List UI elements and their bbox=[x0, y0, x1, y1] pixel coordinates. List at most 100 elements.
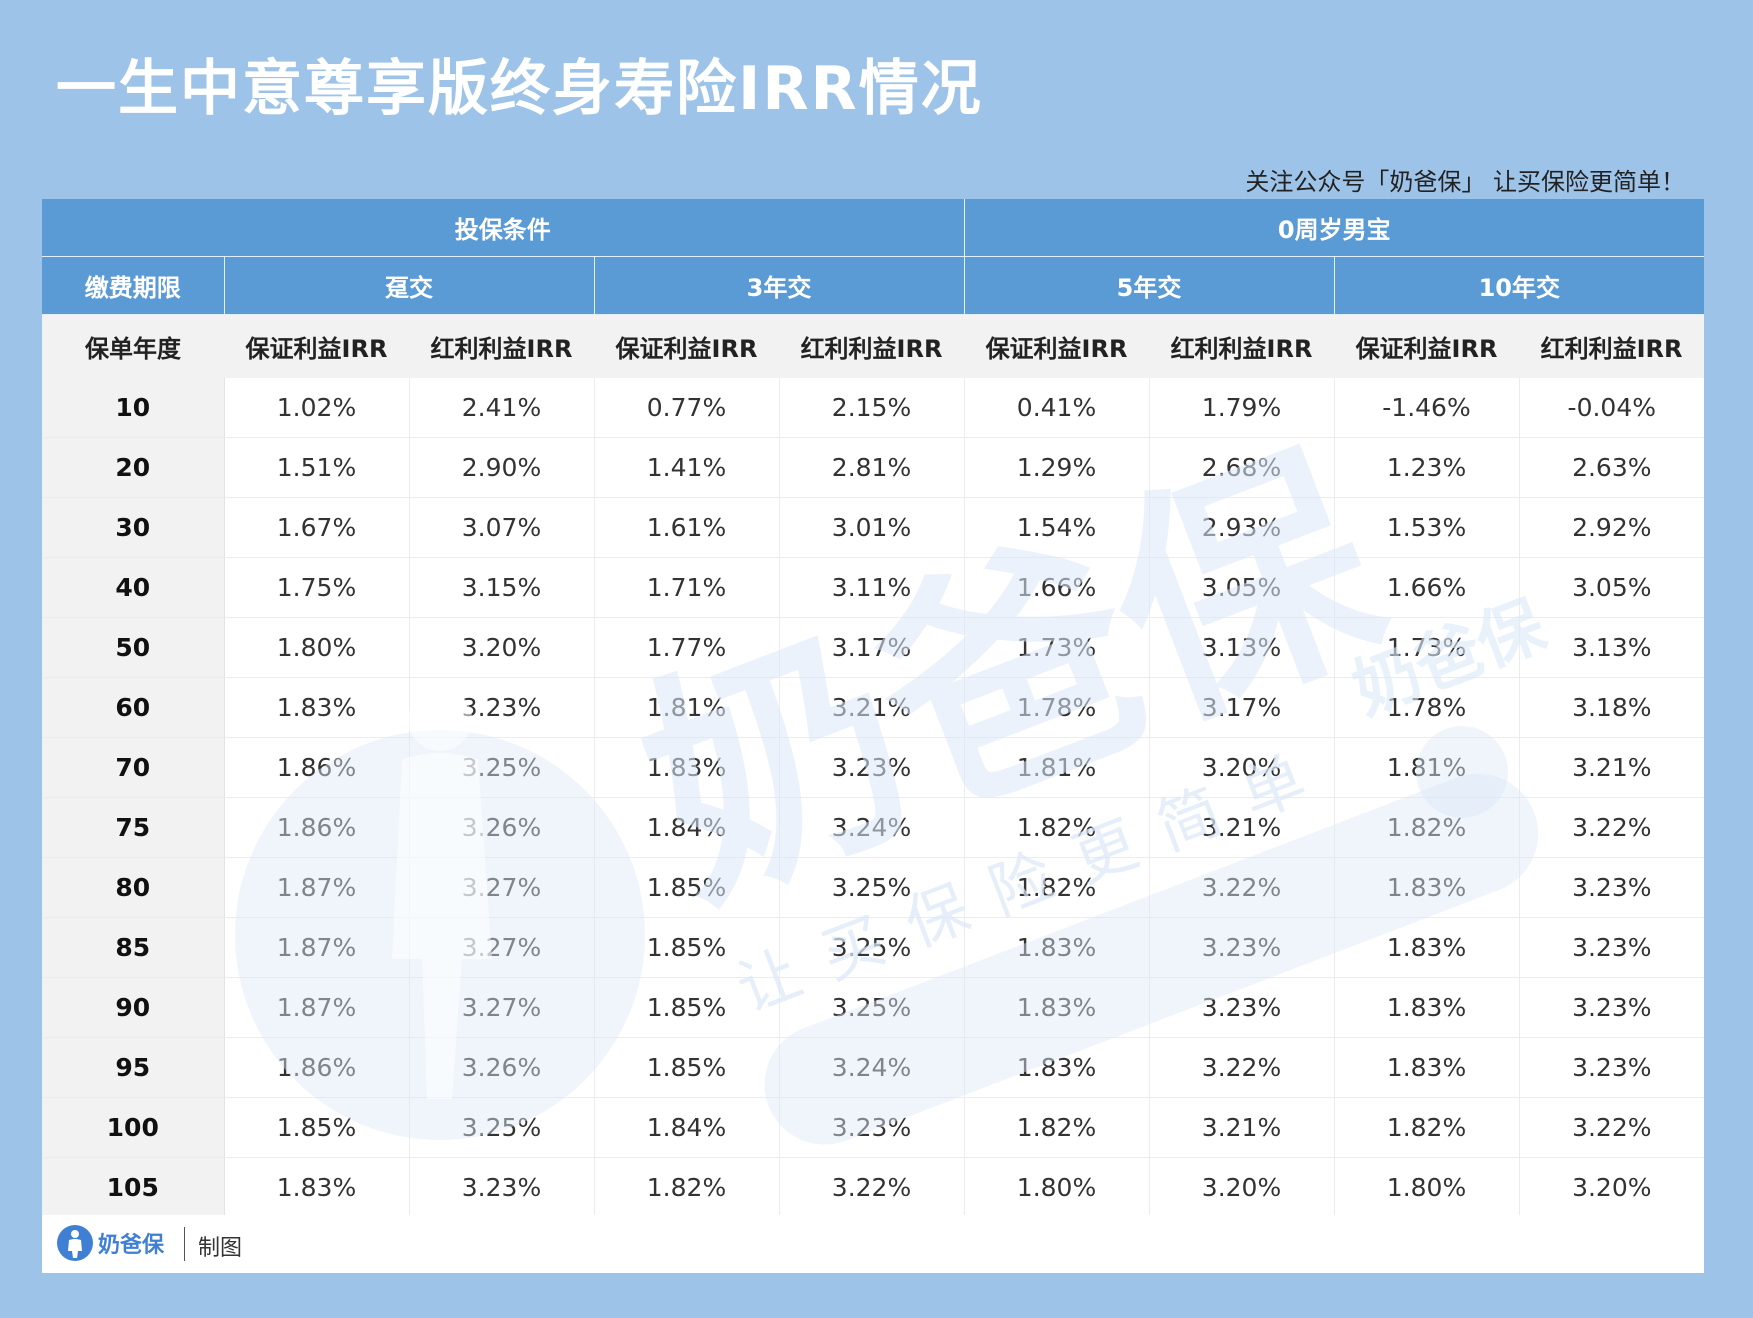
guaranteed-irr-header: 保证利益IRR bbox=[1334, 314, 1520, 378]
dividend-irr-cell: 3.27% bbox=[409, 917, 595, 978]
table-row: 60 1.83% 3.23% 1.81% 3.21% 1.78% 3.17% 1.78% 3.1… bbox=[42, 677, 1704, 738]
guaranteed-irr-cell: 1.73% bbox=[964, 617, 1150, 678]
policy-year-cell: 10 bbox=[42, 378, 225, 438]
dividend-irr-cell: 3.23% bbox=[1519, 977, 1704, 1038]
guaranteed-irr-header: 保证利益IRR bbox=[224, 314, 409, 378]
dividend-irr-cell: 3.13% bbox=[1149, 617, 1335, 678]
policy-year-cell: 80 bbox=[42, 857, 225, 918]
dividend-irr-cell: 3.24% bbox=[779, 797, 965, 858]
table-row: 90 1.87% 3.27% 1.85% 3.25% 1.83% 3.23% 1.83% 3.2… bbox=[42, 977, 1704, 1038]
guaranteed-irr-cell: 1.80% bbox=[964, 1157, 1150, 1218]
dividend-irr-cell: 3.24% bbox=[779, 1037, 965, 1098]
guaranteed-irr-header: 保证利益IRR bbox=[594, 314, 779, 378]
dividend-irr-cell: 3.20% bbox=[1149, 737, 1335, 798]
dividend-irr-cell: 2.93% bbox=[1149, 497, 1335, 558]
table-row: 75 1.86% 3.26% 1.84% 3.24% 1.82% 3.21% 1.82% 3.2… bbox=[42, 797, 1704, 858]
guaranteed-irr-cell: 1.51% bbox=[224, 437, 410, 498]
footer: 奶爸保 制图 bbox=[42, 1215, 1704, 1273]
guaranteed-irr-cell: 1.87% bbox=[224, 977, 410, 1038]
guaranteed-irr-cell: 1.80% bbox=[1334, 1157, 1520, 1218]
guaranteed-irr-cell: 1.82% bbox=[1334, 1097, 1520, 1158]
guaranteed-irr-cell: 1.02% bbox=[224, 378, 410, 438]
dividend-irr-header: 红利利益IRR bbox=[1519, 314, 1704, 378]
guaranteed-irr-cell: 1.83% bbox=[1334, 977, 1520, 1038]
brand-logo-icon bbox=[57, 1225, 93, 1261]
page-title: 一生中意尊享版终身寿险IRR情况 bbox=[56, 54, 983, 124]
guaranteed-irr-cell: 1.81% bbox=[964, 737, 1150, 798]
insured-header: 0周岁男宝 bbox=[964, 199, 1704, 257]
guaranteed-irr-cell: 1.86% bbox=[224, 797, 410, 858]
dividend-irr-cell: 3.22% bbox=[779, 1157, 965, 1218]
term-header-3y: 3年交 bbox=[594, 256, 965, 315]
guaranteed-irr-cell: 1.83% bbox=[1334, 917, 1520, 978]
table-row: 30 1.67% 3.07% 1.61% 3.01% 1.54% 2.93% 1.53% 2.9… bbox=[42, 497, 1704, 558]
dividend-irr-cell: 2.63% bbox=[1519, 437, 1704, 498]
guaranteed-irr-cell: 1.61% bbox=[594, 497, 780, 558]
guaranteed-irr-cell: 1.78% bbox=[1334, 677, 1520, 738]
footer-brand: 奶爸保 bbox=[98, 1233, 165, 1258]
guaranteed-irr-cell: 1.85% bbox=[594, 977, 780, 1038]
dividend-irr-cell: 3.23% bbox=[409, 1157, 595, 1218]
dividend-irr-cell: 3.17% bbox=[1149, 677, 1335, 738]
dividend-irr-cell: 3.21% bbox=[779, 677, 965, 738]
guaranteed-irr-cell: 1.82% bbox=[964, 797, 1150, 858]
guaranteed-irr-cell: 1.85% bbox=[224, 1097, 410, 1158]
guaranteed-irr-cell: 1.67% bbox=[224, 497, 410, 558]
guaranteed-irr-cell: 1.77% bbox=[594, 617, 780, 678]
dividend-irr-cell: 3.23% bbox=[779, 1097, 965, 1158]
term-header-10y: 10年交 bbox=[1334, 256, 1704, 315]
table-row: 40 1.75% 3.15% 1.71% 3.11% 1.66% 3.05% 1.66% 3.0… bbox=[42, 557, 1704, 618]
guaranteed-irr-cell: 1.71% bbox=[594, 557, 780, 618]
guaranteed-irr-cell: 1.82% bbox=[964, 1097, 1150, 1158]
dividend-irr-cell: 3.15% bbox=[409, 557, 595, 618]
dividend-irr-cell: 3.18% bbox=[1519, 677, 1704, 738]
term-header-5y: 5年交 bbox=[964, 256, 1335, 315]
dividend-irr-cell: 2.15% bbox=[779, 378, 965, 438]
table-body: 10 1.02% 2.41% 0.77% 2.15% 0.41% 1.79% -1.46% -0… bbox=[42, 378, 1704, 1218]
guaranteed-irr-cell: 1.81% bbox=[1334, 737, 1520, 798]
guaranteed-irr-cell: 1.80% bbox=[224, 617, 410, 678]
policy-year-cell: 30 bbox=[42, 497, 225, 558]
term-header-single: 趸交 bbox=[224, 256, 595, 315]
dividend-irr-cell: 1.79% bbox=[1149, 378, 1335, 438]
dividend-irr-cell: 3.01% bbox=[779, 497, 965, 558]
guaranteed-irr-cell: 1.66% bbox=[964, 557, 1150, 618]
dividend-irr-cell: 3.07% bbox=[409, 497, 595, 558]
irr-table: 投保条件 0周岁男宝 缴费期限 趸交 3年交 5年交 10年交 保单年度 保证利… bbox=[42, 199, 1704, 1218]
table-row: 105 1.83% 3.23% 1.82% 3.22% 1.80% 3.20% 1.80% 3.… bbox=[42, 1157, 1704, 1218]
dividend-irr-cell: 3.21% bbox=[1149, 797, 1335, 858]
guaranteed-irr-cell: 1.86% bbox=[224, 737, 410, 798]
table-row: 80 1.87% 3.27% 1.85% 3.25% 1.82% 3.22% 1.83% 3.2… bbox=[42, 857, 1704, 918]
guaranteed-irr-cell: 1.29% bbox=[964, 437, 1150, 498]
dividend-irr-cell: 3.25% bbox=[779, 917, 965, 978]
dividend-irr-cell: 3.25% bbox=[409, 737, 595, 798]
header-row-conditions: 投保条件 0周岁男宝 bbox=[42, 199, 1704, 257]
guaranteed-irr-cell: 1.83% bbox=[1334, 857, 1520, 918]
guaranteed-irr-cell: 1.83% bbox=[1334, 1037, 1520, 1098]
guaranteed-irr-cell: 1.83% bbox=[964, 917, 1150, 978]
dividend-irr-cell: 3.22% bbox=[1519, 797, 1704, 858]
guaranteed-irr-cell: 0.77% bbox=[594, 378, 780, 438]
dividend-irr-cell: 3.23% bbox=[1149, 917, 1335, 978]
dividend-irr-cell: 3.21% bbox=[1519, 737, 1704, 798]
guaranteed-irr-cell: 1.83% bbox=[964, 1037, 1150, 1098]
dividend-irr-cell: 3.26% bbox=[409, 797, 595, 858]
guaranteed-irr-cell: 1.75% bbox=[224, 557, 410, 618]
policy-year-cell: 90 bbox=[42, 977, 225, 1038]
guaranteed-irr-cell: 1.82% bbox=[594, 1157, 780, 1218]
dividend-irr-header: 红利利益IRR bbox=[409, 314, 594, 378]
policy-year-cell: 100 bbox=[42, 1097, 225, 1158]
dividend-irr-cell: 2.68% bbox=[1149, 437, 1335, 498]
dividend-irr-cell: 2.81% bbox=[779, 437, 965, 498]
guaranteed-irr-cell: 1.87% bbox=[224, 917, 410, 978]
guaranteed-irr-cell: 1.73% bbox=[1334, 617, 1520, 678]
dividend-irr-cell: 3.23% bbox=[1149, 977, 1335, 1038]
irr-table-card: 投保条件 0周岁男宝 缴费期限 趸交 3年交 5年交 10年交 保单年度 保证利… bbox=[42, 199, 1704, 1273]
policy-year-cell: 95 bbox=[42, 1037, 225, 1098]
policy-year-cell: 75 bbox=[42, 797, 225, 858]
dividend-irr-cell: 3.25% bbox=[409, 1097, 595, 1158]
policy-year-cell: 105 bbox=[42, 1157, 225, 1218]
dividend-irr-cell: 2.41% bbox=[409, 378, 595, 438]
year-header: 保单年度 bbox=[42, 314, 224, 378]
guaranteed-irr-cell: 1.54% bbox=[964, 497, 1150, 558]
